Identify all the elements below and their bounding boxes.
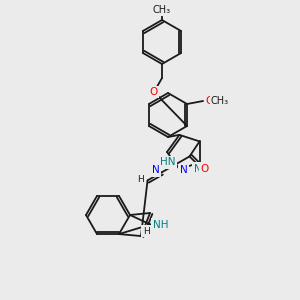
Text: CH₃: CH₃ <box>211 96 229 106</box>
Text: O: O <box>150 87 158 97</box>
Text: NH: NH <box>194 164 209 174</box>
Text: O: O <box>200 164 209 174</box>
Text: HN: HN <box>160 158 175 167</box>
Text: H: H <box>142 226 149 236</box>
Text: N: N <box>180 165 187 175</box>
Text: H: H <box>137 175 144 184</box>
Text: N: N <box>152 165 159 176</box>
Text: NH: NH <box>153 220 168 230</box>
Text: O: O <box>205 96 213 106</box>
Text: CH₃: CH₃ <box>153 5 171 15</box>
